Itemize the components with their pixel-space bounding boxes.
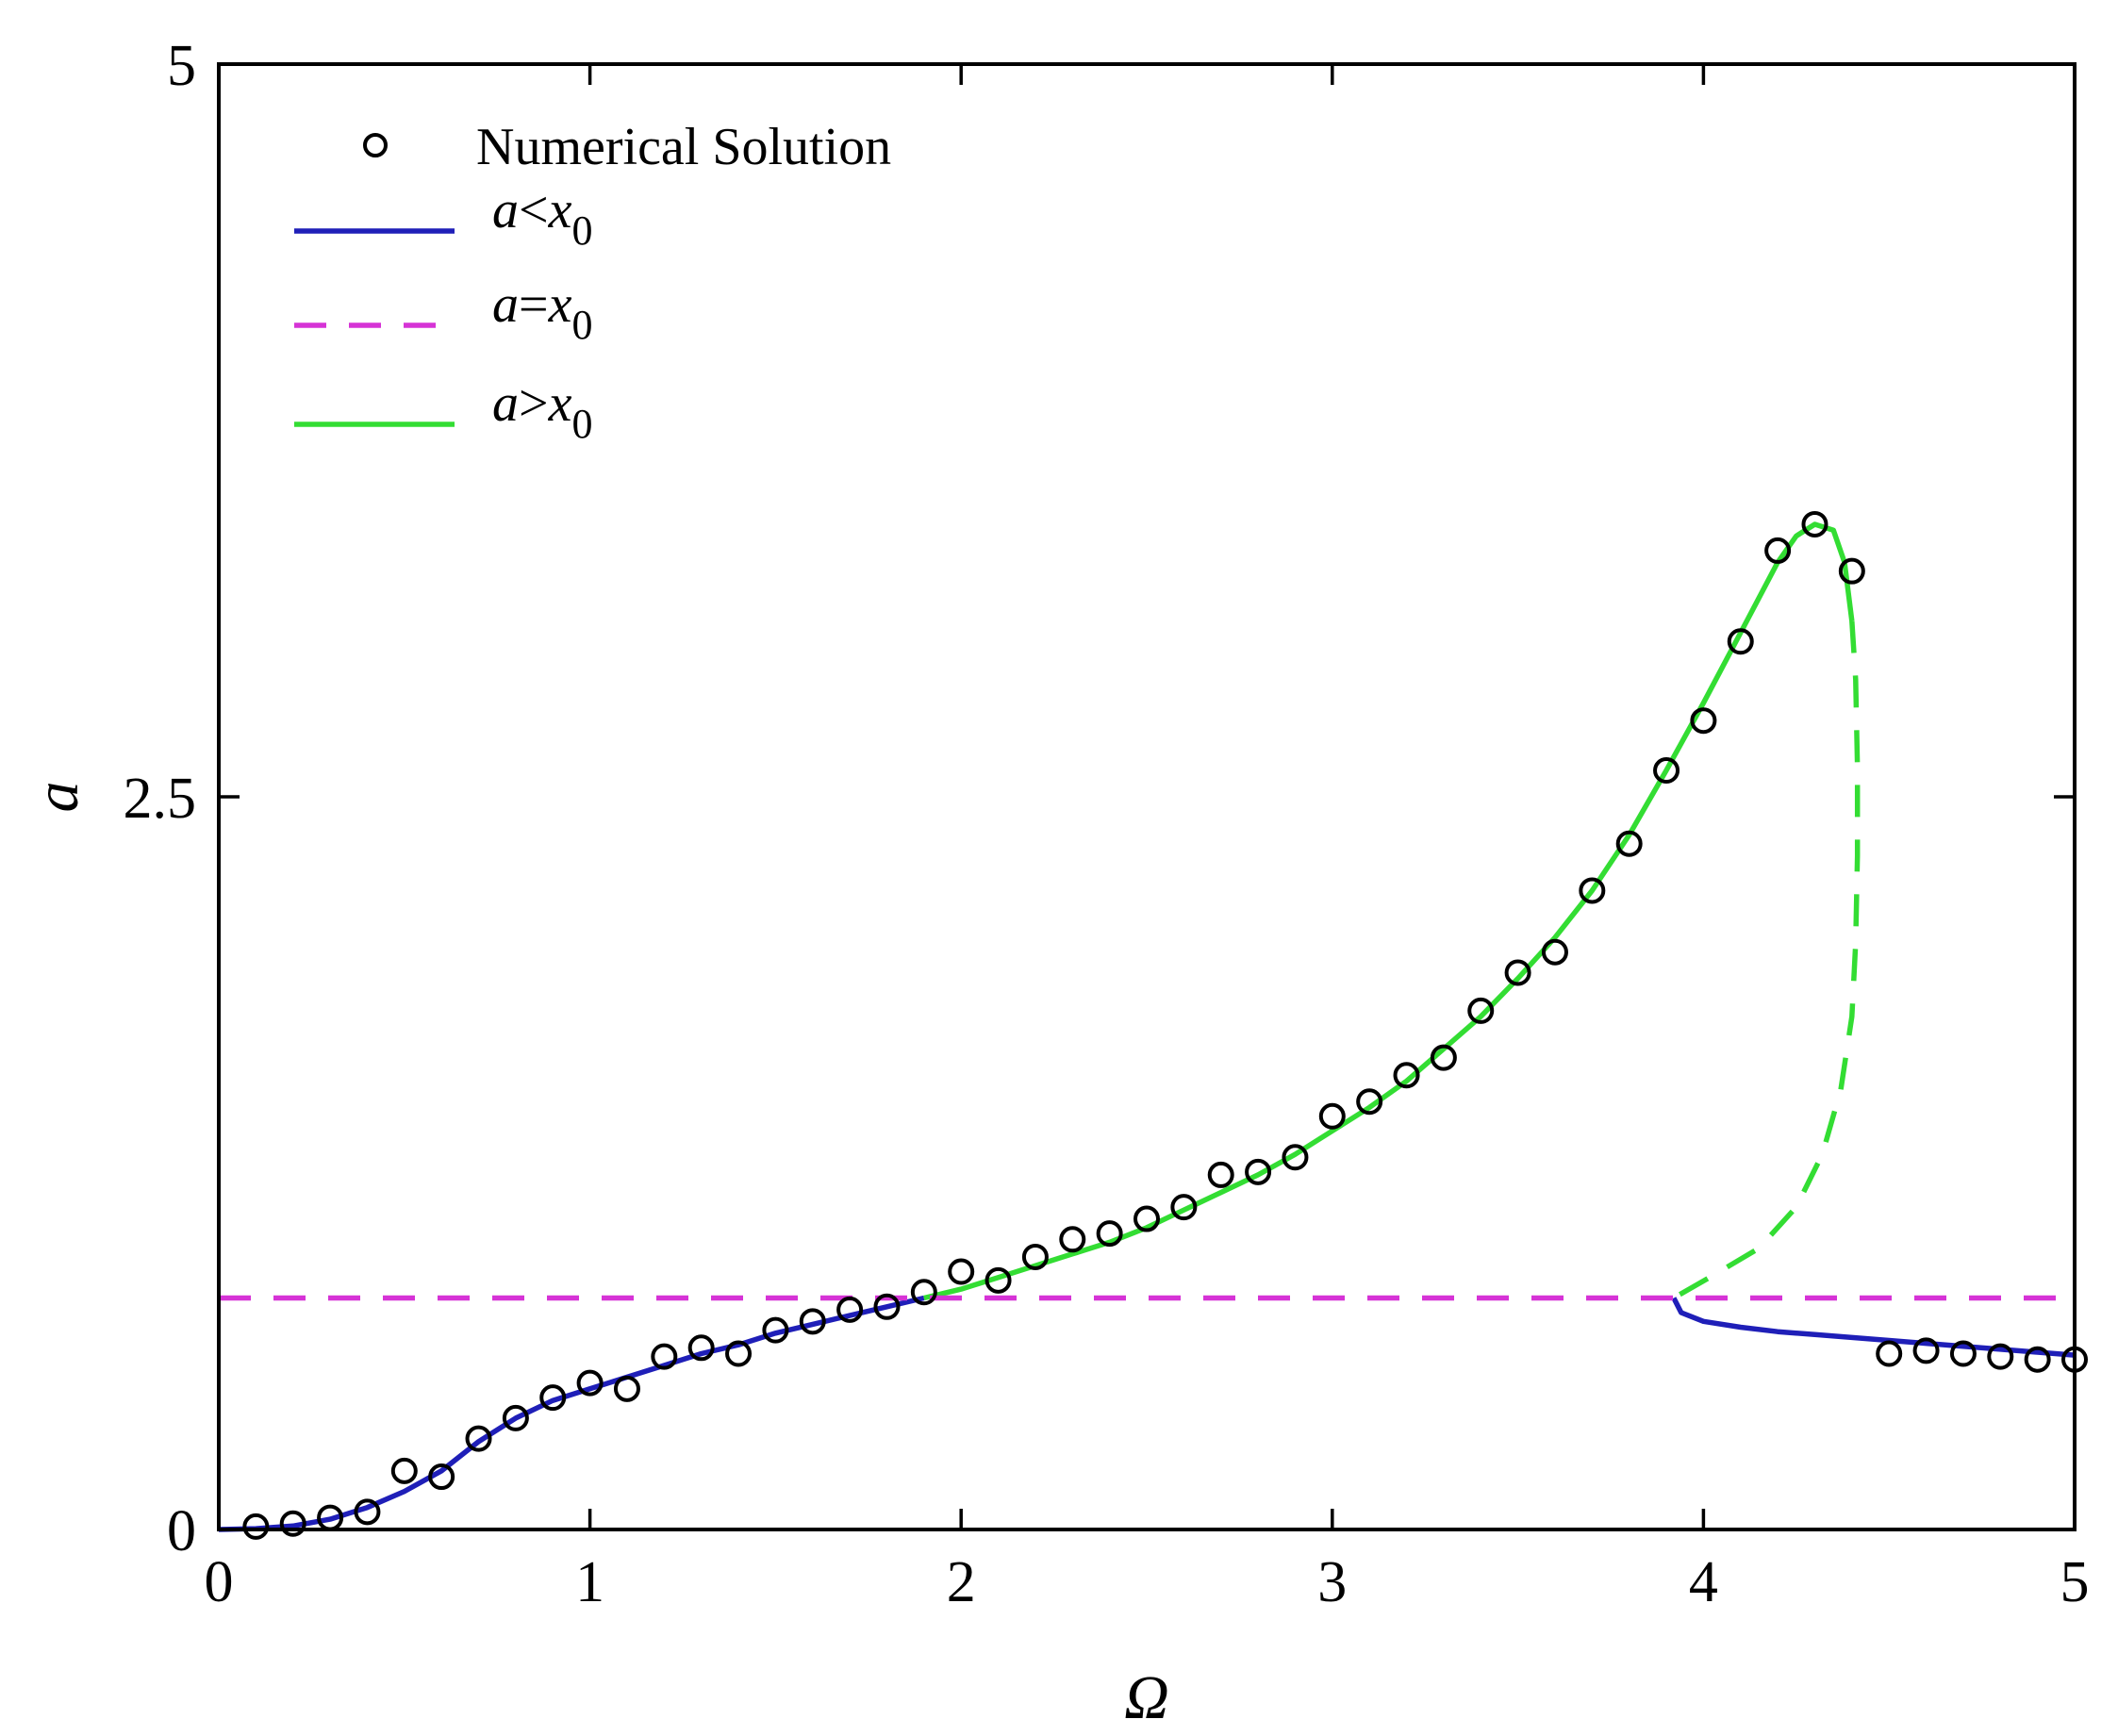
data-point-numerical-solution bbox=[279, 1510, 306, 1537]
data-point-numerical-solution bbox=[1096, 1220, 1123, 1248]
data-point-numerical-solution bbox=[948, 1258, 975, 1285]
data-point-numerical-solution bbox=[1170, 1194, 1198, 1221]
data-point-numerical-solution bbox=[390, 1457, 418, 1484]
data-point-numerical-solution bbox=[1282, 1144, 1309, 1171]
data-point-numerical-solution bbox=[762, 1316, 789, 1344]
x-tick-label: 4 bbox=[1689, 1550, 1718, 1614]
legend-x-symbol: x bbox=[548, 181, 572, 240]
data-point-numerical-solution bbox=[1838, 557, 1865, 585]
tick-labels-layer: 0 1 2 3 4 5 0 2.5 5 bbox=[124, 34, 2090, 1614]
legend-label-a-eq-x0: a=x0 bbox=[492, 275, 592, 348]
data-point-numerical-solution bbox=[985, 1266, 1012, 1294]
data-point-numerical-solution bbox=[1430, 1044, 1457, 1071]
data-point-numerical-solution bbox=[1579, 877, 1606, 904]
series-line-a-x0-low-branch bbox=[218, 1295, 925, 1532]
data-point-numerical-solution bbox=[1727, 628, 1754, 655]
data-point-numerical-solution bbox=[1987, 1343, 2014, 1370]
series-line-a-x0-high-frequency-branch bbox=[1671, 1297, 2076, 1358]
data-point-numerical-solution bbox=[1393, 1062, 1420, 1089]
legend: Numerical Solution a<x0 a=x0 a>x0 bbox=[294, 118, 891, 447]
legend-subscript: 0 bbox=[571, 207, 592, 254]
legend-a-symbol: a bbox=[492, 275, 519, 334]
legend-marker-numerical-solution bbox=[363, 133, 388, 157]
data-point-numerical-solution bbox=[1876, 1340, 1903, 1367]
data-point-numerical-solution bbox=[687, 1334, 715, 1362]
series-line-a-x0-resonance-branch bbox=[923, 521, 1855, 1301]
legend-operator: > bbox=[519, 374, 549, 433]
data-point-numerical-solution bbox=[1021, 1243, 1049, 1270]
y-tick-label: 2.5 bbox=[124, 767, 197, 831]
x-tick-label: 2 bbox=[947, 1550, 976, 1614]
legend-a-symbol: a bbox=[492, 374, 519, 433]
legend-label-numerical-solution: Numerical Solution bbox=[476, 118, 891, 176]
data-point-numerical-solution bbox=[1912, 1337, 1940, 1364]
legend-x-symbol: x bbox=[548, 374, 572, 433]
legend-subscript: 0 bbox=[571, 401, 592, 447]
data-point-numerical-solution bbox=[1949, 1340, 1977, 1367]
data-point-numerical-solution bbox=[873, 1293, 901, 1320]
data-point-numerical-solution bbox=[1541, 938, 1568, 966]
y-tick-label: 0 bbox=[167, 1499, 196, 1563]
data-point-numerical-solution bbox=[1615, 830, 1643, 857]
series-line-a-x0-unstable-branch bbox=[1672, 620, 1861, 1300]
data-point-numerical-solution bbox=[1504, 959, 1531, 986]
data-point-numerical-solution bbox=[354, 1498, 381, 1526]
data-point-numerical-solution bbox=[1653, 757, 1680, 785]
legend-x-symbol: x bbox=[548, 275, 572, 334]
legend-label-a-lt-x0: a<x0 bbox=[492, 181, 592, 254]
x-tick-label: 0 bbox=[205, 1550, 234, 1614]
data-point-numerical-solution bbox=[428, 1463, 455, 1491]
data-point-numerical-solution bbox=[1318, 1102, 1346, 1130]
data-point-numerical-solution bbox=[576, 1369, 604, 1397]
data-point-numerical-solution bbox=[1207, 1161, 1234, 1188]
data-point-numerical-solution bbox=[539, 1384, 567, 1412]
ticks-layer bbox=[217, 62, 2077, 1531]
markers-layer bbox=[242, 510, 2088, 1540]
data-point-numerical-solution bbox=[1133, 1205, 1160, 1232]
data-point-numerical-solution bbox=[799, 1308, 826, 1335]
data-point-numerical-solution bbox=[2024, 1346, 2051, 1373]
legend-subscript: 0 bbox=[571, 302, 592, 348]
data-point-numerical-solution bbox=[1690, 707, 1717, 735]
data-point-numerical-solution bbox=[1356, 1088, 1383, 1116]
data-point-numerical-solution bbox=[465, 1425, 492, 1452]
data-point-numerical-solution bbox=[1245, 1158, 1272, 1185]
curves-layer bbox=[218, 521, 2076, 1532]
data-point-numerical-solution bbox=[651, 1343, 678, 1370]
data-point-numerical-solution bbox=[910, 1279, 937, 1306]
data-point-numerical-solution bbox=[836, 1296, 864, 1323]
legend-operator: < bbox=[519, 181, 549, 240]
data-point-numerical-solution bbox=[1467, 997, 1495, 1024]
legend-a-symbol: a bbox=[492, 181, 519, 240]
legend-operator: = bbox=[519, 275, 549, 334]
y-axis-title: a bbox=[23, 782, 91, 813]
x-tick-label: 1 bbox=[575, 1550, 604, 1614]
data-point-numerical-solution bbox=[725, 1340, 753, 1367]
x-tick-label: 3 bbox=[1317, 1550, 1347, 1614]
x-axis-title: Ω bbox=[1124, 1663, 1169, 1732]
data-point-numerical-solution bbox=[502, 1404, 529, 1431]
x-tick-label: 5 bbox=[2060, 1550, 2090, 1614]
data-point-numerical-solution bbox=[1059, 1226, 1086, 1253]
data-point-numerical-solution bbox=[242, 1513, 270, 1540]
data-point-numerical-solution bbox=[1801, 510, 1828, 537]
data-point-numerical-solution bbox=[1764, 537, 1792, 564]
legend-label-a-gt-x0: a>x0 bbox=[492, 374, 592, 447]
data-point-numerical-solution bbox=[613, 1375, 640, 1402]
y-tick-label: 5 bbox=[167, 34, 196, 98]
